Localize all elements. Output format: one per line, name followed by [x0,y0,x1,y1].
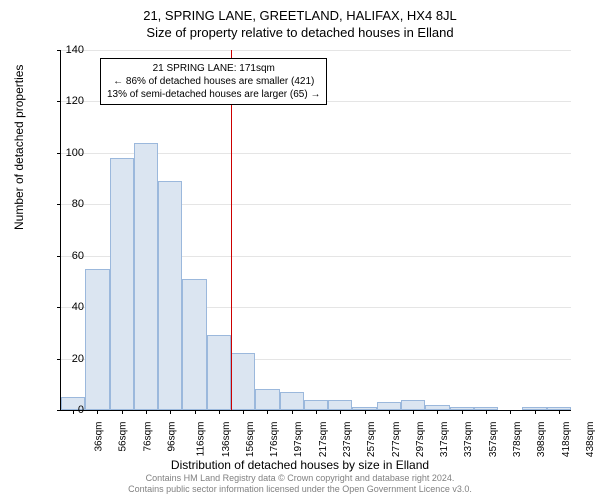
histogram-bar [377,402,401,410]
annotation-line: 13% of semi-detached houses are larger (… [107,88,320,101]
y-tick-label: 0 [78,404,84,416]
x-tick-label: 297sqm [415,422,426,458]
annotation-line: ← 86% of detached houses are smaller (42… [107,75,320,88]
page-title: 21, SPRING LANE, GREETLAND, HALIFAX, HX4… [0,0,600,23]
histogram-bar [158,181,182,410]
y-tick-label: 140 [66,44,84,56]
y-axis-label: Number of detached properties [12,65,26,230]
x-tick-label: 176sqm [269,422,280,458]
x-tick-label: 217sqm [318,422,329,458]
x-tick-label: 116sqm [196,422,207,457]
histogram-bar [207,335,231,410]
x-tick-label: 438sqm [585,422,596,458]
histogram-bar [401,400,425,410]
footer-line-2: Contains public sector information licen… [0,484,600,496]
histogram-bar [182,279,206,410]
histogram-bar [85,269,109,410]
histogram-bar [110,158,134,410]
x-tick-label: 76sqm [142,422,153,452]
x-tick-label: 317sqm [439,422,450,458]
y-tick-label: 60 [72,250,84,262]
x-tick-label: 418sqm [561,422,572,458]
x-tick-label: 197sqm [294,422,305,458]
page-subtitle: Size of property relative to detached ho… [0,23,600,40]
histogram-bar [328,400,352,410]
x-tick-label: 337sqm [464,422,475,458]
x-tick-label: 56sqm [118,422,129,452]
x-tick-label: 36sqm [94,422,105,452]
x-tick-label: 96sqm [167,422,178,452]
y-tick-label: 20 [72,353,84,365]
x-axis-label: Distribution of detached houses by size … [0,458,600,472]
histogram-bar [231,353,255,410]
x-tick-label: 398sqm [536,422,547,458]
histogram-bar [134,143,158,410]
x-tick-label: 136sqm [221,422,232,458]
x-tick-label: 237sqm [342,422,353,458]
x-tick-label: 357sqm [488,422,499,458]
y-tick-label: 100 [66,147,84,159]
x-tick-label: 378sqm [512,422,523,458]
y-tick-label: 40 [72,301,84,313]
footer-line-1: Contains HM Land Registry data © Crown c… [0,473,600,485]
x-tick-label: 257sqm [366,422,377,458]
footer-attribution: Contains HM Land Registry data © Crown c… [0,473,600,496]
annotation-line: 21 SPRING LANE: 171sqm [107,62,320,75]
y-tick-label: 80 [72,198,84,210]
annotation-box: 21 SPRING LANE: 171sqm← 86% of detached … [100,58,327,105]
x-tick-label: 277sqm [391,422,402,458]
x-tick-label: 156sqm [245,422,256,458]
y-tick-label: 120 [66,95,84,107]
histogram-bar [255,389,279,410]
histogram-bar [304,400,328,410]
histogram-bar [280,392,304,410]
